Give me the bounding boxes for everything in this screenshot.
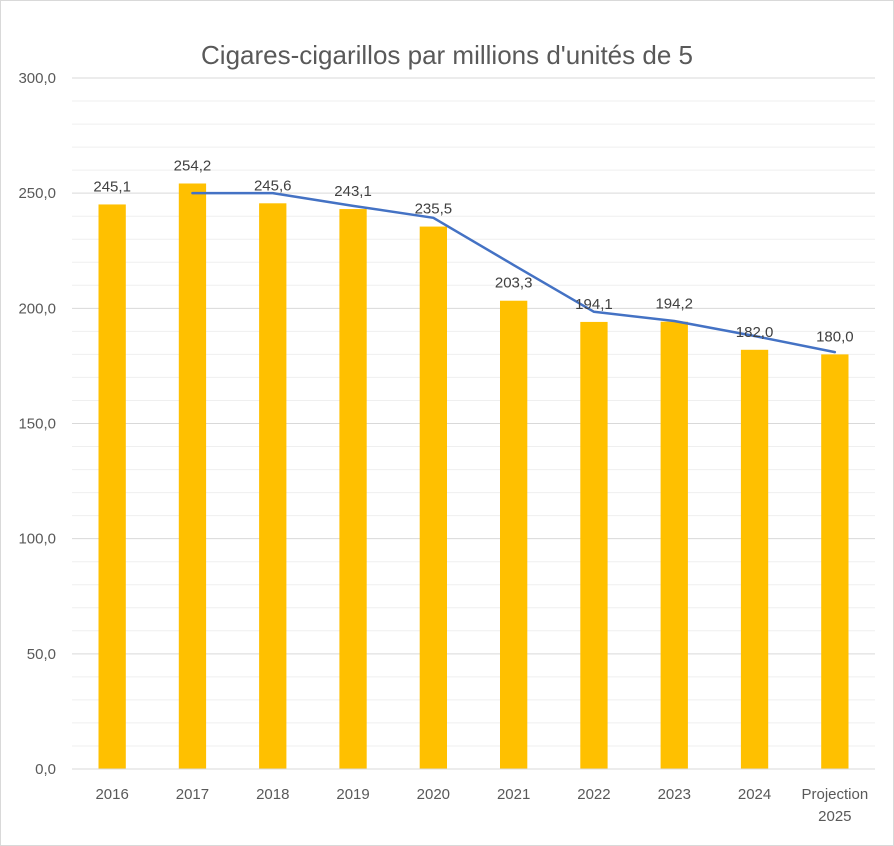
chart-title: Cigares-cigarillos par millions d'unités… [201, 40, 693, 70]
x-axis: 2016 2017 2018 2019 2020 2021 2022 2023 2024 Proj… [72, 768, 875, 825]
x-tick-label: 2019 [336, 786, 369, 803]
y-tick-label: 50,0 [27, 646, 56, 663]
bar [339, 209, 367, 769]
bar [98, 204, 126, 769]
y-tick-label: 200,0 [18, 300, 56, 317]
data-label: 235,5 [415, 201, 453, 218]
data-label: 245,1 [93, 178, 131, 195]
bar [660, 321, 688, 769]
line-series [191, 191, 837, 354]
y-tick-label: 300,0 [18, 70, 56, 87]
x-tick-label: 2022 [577, 786, 610, 803]
data-label: 194,1 [575, 296, 613, 313]
bar [580, 321, 608, 769]
y-tick-label: 0,0 [35, 761, 56, 778]
bar [259, 203, 287, 769]
x-tick-label: 2025 [818, 808, 851, 825]
y-tick-label: 100,0 [18, 531, 56, 548]
x-tick-label: 2016 [95, 786, 128, 803]
x-tick-label: 2020 [417, 786, 450, 803]
data-label: 245,6 [254, 177, 292, 194]
data-label: 180,0 [816, 328, 854, 345]
data-label: 194,2 [655, 296, 693, 313]
y-axis: 0,0 50,0 100,0 150,0 200,0 250,0 300,0 [18, 70, 56, 778]
data-label: 243,1 [334, 183, 372, 200]
y-tick-label: 250,0 [18, 185, 56, 202]
bar [821, 354, 849, 769]
bar [740, 349, 769, 769]
bar [419, 226, 448, 769]
x-tick-label: Projection [801, 786, 868, 803]
x-tick-label: 2021 [497, 786, 530, 803]
trend-line [191, 191, 837, 354]
bar [178, 183, 207, 769]
x-tick-label: 2024 [738, 786, 771, 803]
data-label: 203,3 [495, 275, 533, 292]
data-label: 254,2 [174, 157, 212, 174]
bar [499, 300, 528, 769]
y-tick-label: 150,0 [18, 416, 56, 433]
bar-series [98, 183, 849, 769]
x-tick-label: 2018 [256, 786, 289, 803]
x-tick-label: 2023 [658, 786, 691, 803]
data-labels: 245,1 254,2 245,6 243,1 235,5 203,3 194,1 194,2… [93, 157, 853, 345]
data-label: 182,0 [736, 324, 774, 341]
x-tick-label: 2017 [176, 786, 209, 803]
